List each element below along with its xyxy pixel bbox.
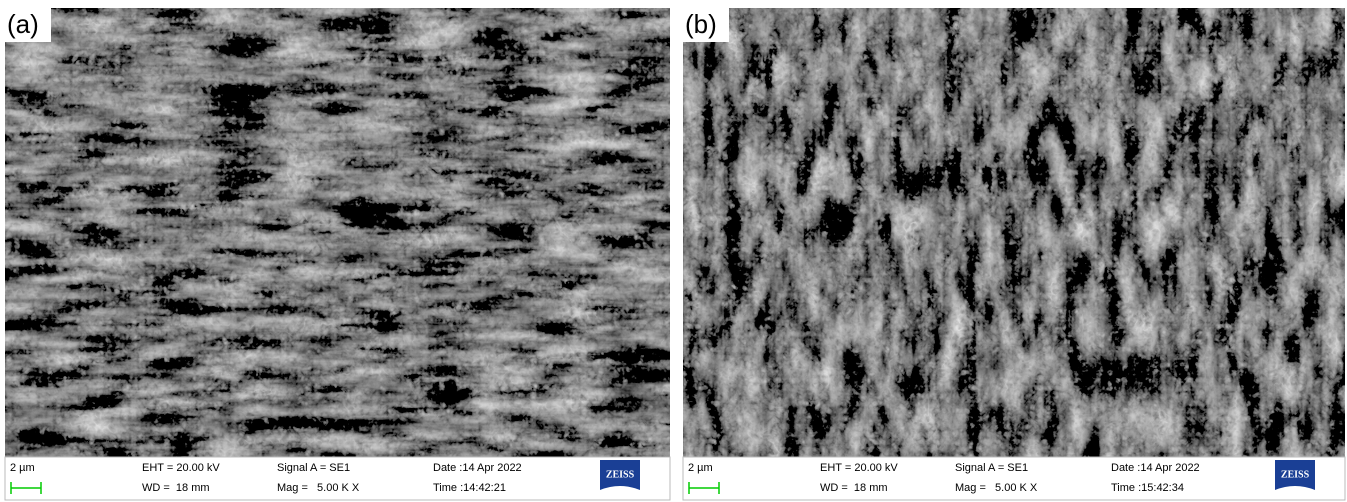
- figure: (a) 2 µm EHT = 20.00 kV WD = 18 mm Signal A …: [0, 0, 1347, 502]
- eht: EHT = 20.00 kV: [820, 462, 898, 474]
- panel-label: (b): [685, 9, 717, 39]
- sem-panel: (a) 2 µm EHT = 20.00 kV WD = 18 mm Signal A …: [5, 8, 670, 500]
- logo: ZEISS: [606, 469, 635, 480]
- scale-bar-label: 2 µm: [10, 462, 35, 474]
- eht: EHT = 20.00 kV: [142, 462, 220, 474]
- wd: WD = 18 mm: [820, 482, 888, 494]
- mag: Mag = 5.00 K X: [955, 482, 1038, 494]
- scale-bar-label: 2 µm: [688, 462, 713, 474]
- wd: WD = 18 mm: [142, 482, 210, 494]
- mag: Mag = 5.00 K X: [277, 482, 360, 494]
- signal: Signal A = SE1: [277, 462, 350, 474]
- logo: ZEISS: [1281, 469, 1310, 480]
- date: Date :14 Apr 2022: [433, 462, 522, 474]
- sem-panel: (b) 2 µm EHT = 20.00 kV WD = 18 mm Signal A …: [683, 8, 1345, 500]
- micrograph: [683, 8, 1345, 457]
- signal: Signal A = SE1: [955, 462, 1028, 474]
- panel-label: (a): [7, 9, 39, 39]
- time: Time :15:42:34: [1111, 482, 1184, 494]
- time: Time :14:42:21: [433, 482, 506, 494]
- date: Date :14 Apr 2022: [1111, 462, 1200, 474]
- micrograph: [5, 8, 670, 457]
